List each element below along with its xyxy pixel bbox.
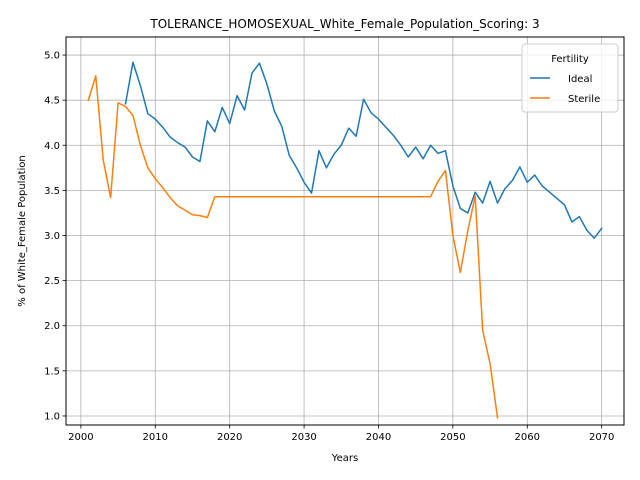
x-tick-label: 2050 [440, 432, 465, 443]
series-lines [87, 61, 603, 419]
x-tick-label: 2040 [366, 432, 391, 443]
x-axis-label: Years [331, 453, 358, 464]
legend-label-ideal: Ideal [568, 74, 592, 85]
y-tick-label: 1.0 [44, 411, 60, 422]
y-axis-label: % of White_Female Population [17, 155, 28, 306]
axis-ticks: 2000 2010 2020 2030 2040 2050 2060 2070 1.0 1.5 2.… [44, 51, 614, 443]
x-tick-label: 2020 [217, 432, 242, 443]
y-tick-label: 3.0 [44, 231, 60, 242]
x-tick-label: 2010 [143, 432, 168, 443]
legend: Fertility Ideal Sterile [521, 43, 619, 113]
legend-label-sterile: Sterile [568, 94, 600, 105]
y-tick-label: 5.0 [44, 51, 60, 62]
y-tick-label: 3.5 [44, 186, 60, 197]
legend-title: Fertility [551, 54, 589, 65]
x-tick-label: 2000 [68, 432, 93, 443]
y-tick-label: 4.0 [44, 141, 60, 152]
y-tick-label: 2.5 [44, 276, 60, 287]
x-tick-label: 2030 [291, 432, 316, 443]
x-tick-label: 2070 [589, 432, 614, 443]
series-line-ideal [124, 61, 603, 239]
chart-title: TOLERANCE_HOMOSEXUAL_White_Female_Popula… [149, 17, 539, 31]
legend-frame [521, 43, 619, 113]
x-tick-label: 2060 [515, 432, 540, 443]
y-tick-label: 1.5 [44, 366, 60, 377]
y-tick-label: 2.0 [44, 321, 60, 332]
y-tick-label: 4.5 [44, 96, 60, 107]
plot-frame [65, 36, 625, 426]
series-line-sterile [87, 75, 499, 419]
